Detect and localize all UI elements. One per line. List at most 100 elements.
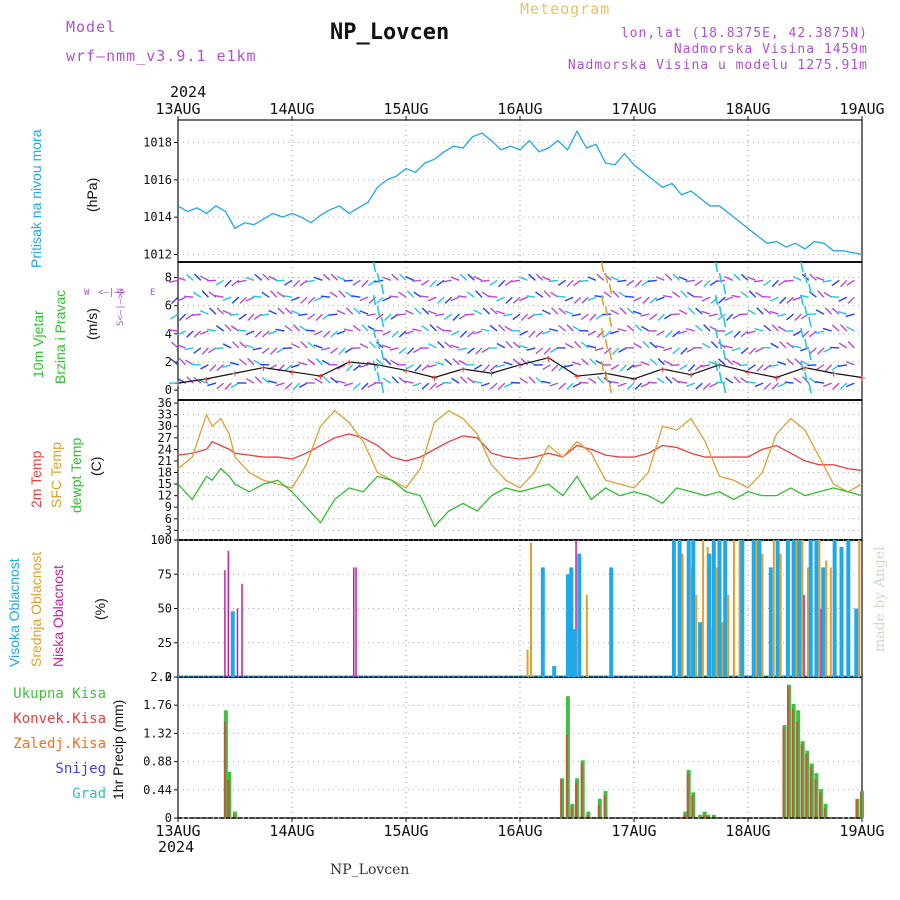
wind-arrow <box>505 296 513 304</box>
wind-arrow <box>847 340 855 349</box>
wind-arrow <box>488 295 498 298</box>
wind-arrow <box>786 296 795 304</box>
wind-arrow <box>170 341 179 349</box>
wind-arrow <box>802 376 810 384</box>
wind-arrow <box>763 364 772 371</box>
cloud-mid-bar <box>779 553 782 677</box>
wind-arrow <box>708 313 718 317</box>
wind-arrow <box>626 324 635 332</box>
wind-arrow <box>267 380 277 384</box>
wind-arrow <box>633 342 642 349</box>
wind-arrow <box>725 358 734 366</box>
wind-arrow <box>489 382 498 390</box>
wind-arrow <box>428 343 437 349</box>
wind-arrow <box>839 324 848 332</box>
wind-arrow <box>247 313 255 322</box>
wind-arrow <box>732 360 741 366</box>
wind-burst <box>714 294 719 306</box>
wind-arrow <box>323 330 331 338</box>
wind-speed-marker: + <box>460 363 467 376</box>
precip-total-bar <box>233 811 237 818</box>
wind-arrow <box>412 328 422 332</box>
wind-arrow <box>208 307 217 315</box>
wind-speed-marker: + <box>659 363 666 376</box>
wind-arrow <box>549 347 559 353</box>
precip-ytick-0: 0 <box>165 811 172 825</box>
cloud-high-bar <box>671 540 676 677</box>
wind-arrow <box>353 364 361 372</box>
wind-burst <box>808 283 812 295</box>
wind-arrow <box>838 296 848 302</box>
temp-dewpt-line <box>177 467 863 528</box>
time-tick-top-13AUG: 13AUG <box>155 100 200 118</box>
wind-arrow <box>361 279 369 288</box>
wind-arrow <box>238 313 247 320</box>
wind-burst <box>808 382 812 394</box>
wind-arrow <box>207 328 217 332</box>
wind-arrow <box>444 296 453 304</box>
wind-arrow <box>686 347 696 353</box>
wind-burst <box>714 261 719 273</box>
precip-conv-bar <box>560 779 563 818</box>
wind-arrow <box>671 377 681 384</box>
wind-arrow <box>695 307 703 315</box>
wind-arrow <box>528 376 536 384</box>
wind-arrow <box>845 382 855 388</box>
time-tick-bottom-16AUG: 16AUG <box>497 822 542 840</box>
wind-arrow <box>435 313 445 317</box>
wind-arrow <box>314 377 323 384</box>
wind-arrow <box>313 296 323 302</box>
compass-e: E <box>150 288 156 298</box>
wind-arrow <box>754 327 764 332</box>
wind-arrow <box>503 313 513 317</box>
wind-arrow <box>518 276 528 281</box>
wind-burst <box>608 316 613 328</box>
wind-arrow <box>784 279 794 282</box>
wind-arrow <box>490 307 498 315</box>
wind-arrow <box>541 309 551 315</box>
wind-arrow <box>222 343 232 349</box>
wind-arrow <box>794 313 802 322</box>
wind-arrow <box>649 341 658 349</box>
wind-arrow <box>391 330 399 338</box>
wind-arrow <box>330 273 339 281</box>
wind-arrow <box>609 330 620 335</box>
cloud-high-bar <box>821 567 826 677</box>
wind-arrow <box>747 364 756 371</box>
wind-arrow <box>671 291 681 298</box>
wind-arrow <box>837 364 847 368</box>
wind-arrow <box>451 377 460 384</box>
wind-arrow <box>460 376 468 384</box>
wind-arrow <box>216 364 225 372</box>
wind-arrow <box>498 279 506 288</box>
cloud-high-bar <box>540 567 545 677</box>
wind-arrow <box>300 296 308 304</box>
wind-arrow <box>738 364 749 367</box>
cloud-high-bar <box>839 546 844 677</box>
wind-ytick-4: 4 <box>165 327 172 341</box>
cloud-high-bar <box>686 540 691 677</box>
wind-arrow <box>624 295 635 298</box>
wind-arrow <box>831 324 840 332</box>
precip-ytick-0.44: 0.44 <box>143 783 172 797</box>
wind-burst <box>380 382 385 394</box>
cloud-high-bar <box>552 666 557 677</box>
precip-conv-bar <box>691 795 694 818</box>
wind-arrow <box>270 290 278 298</box>
wind-arrow <box>573 296 582 304</box>
wind-arrow <box>307 341 316 349</box>
cloud-low-bar <box>355 567 357 677</box>
wind-arrow <box>330 376 339 384</box>
wind-arrow <box>368 341 377 349</box>
wind-burst <box>808 316 812 328</box>
cloud-high-bar <box>808 540 813 677</box>
wind-arrow <box>292 279 301 288</box>
wind-arrow <box>168 329 179 332</box>
cloud-low-bar <box>241 583 243 677</box>
compass-w: W <box>84 288 90 298</box>
wind-arrow <box>384 313 392 322</box>
cloud-low-bar <box>224 570 226 677</box>
wind-arrow <box>336 275 346 281</box>
wind-arrow <box>245 330 255 336</box>
wind-arrow <box>313 344 323 349</box>
